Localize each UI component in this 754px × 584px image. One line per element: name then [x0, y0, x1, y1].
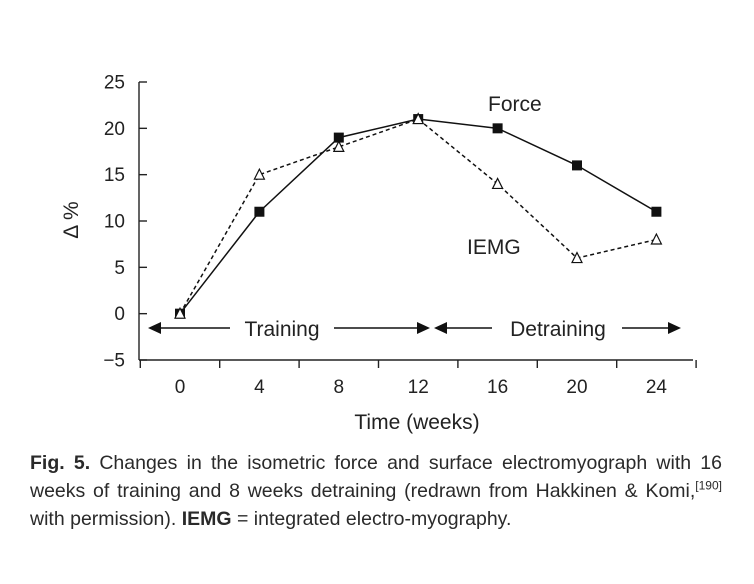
x-axis-label: Time (weeks) [354, 411, 479, 434]
series-label-iemg: IEMG [467, 236, 521, 259]
detraining-arrow-left-head [434, 322, 447, 334]
caption-abbreviation: IEMG [181, 508, 232, 530]
y-axis-label: Δ % [60, 201, 83, 238]
line-chart: 25 20 15 10 5 0 −5 0 4 8 12 16 20 24 Time (weeks) Δ % T… [60, 73, 697, 434]
y-tick-label: 5 [114, 258, 125, 279]
y-tick-label: 15 [104, 165, 125, 186]
force-marker [651, 206, 662, 217]
figure-caption: Fig. 5. Changes in the isometric force a… [30, 449, 722, 533]
axes: 25 20 15 10 5 0 −5 0 4 8 12 16 20 24 Time (weeks) Δ % [60, 73, 697, 434]
force-marker [492, 123, 503, 134]
y-tick-label: 10 [104, 212, 125, 233]
period-arrows: Training Detraining [148, 318, 681, 341]
x-tick-label: 0 [175, 377, 186, 398]
series-line-force [179, 118, 657, 315]
force-marker [333, 132, 344, 143]
iemg-marker [174, 306, 186, 319]
detraining-label: Detraining [510, 318, 606, 341]
iemg-marker [571, 251, 583, 264]
x-tick-label: 20 [566, 377, 587, 398]
training-arrow-right-head [417, 322, 430, 334]
series-label-force: Force [488, 93, 542, 116]
training-arrow-left-head [148, 322, 161, 334]
force-marker [254, 206, 265, 217]
caption-text-1: Changes in the isometric force and surfa… [30, 452, 722, 502]
y-tick-label: −5 [103, 351, 125, 372]
iemg-marker [650, 232, 663, 245]
series-markers [174, 112, 663, 319]
y-tick-label: 25 [104, 73, 125, 94]
caption-text-2: with permission). [30, 508, 182, 530]
series-lines [179, 118, 657, 315]
force-marker [572, 160, 582, 171]
iemg-marker [491, 177, 504, 190]
iemg-marker [332, 140, 345, 152]
figure-label: Fig. 5. [30, 452, 91, 474]
chart-labels: Force IEMG [467, 93, 542, 259]
x-tick-label: 4 [254, 377, 265, 398]
detraining-arrow-right-head [668, 322, 681, 334]
y-tick-label: 20 [104, 119, 125, 140]
x-tick-label: 8 [334, 377, 345, 398]
y-tick-label: 0 [114, 304, 125, 325]
caption-reference: [190] [695, 478, 722, 493]
training-label: Training [244, 318, 319, 341]
x-tick-label: 24 [646, 377, 668, 398]
iemg-marker [253, 167, 266, 180]
iemg-marker [412, 112, 425, 125]
caption-text-3: = integrated electro-myography. [231, 508, 512, 530]
x-tick-label: 12 [408, 377, 429, 398]
series-line-iemg [179, 118, 657, 315]
x-tick-label: 16 [487, 377, 508, 398]
